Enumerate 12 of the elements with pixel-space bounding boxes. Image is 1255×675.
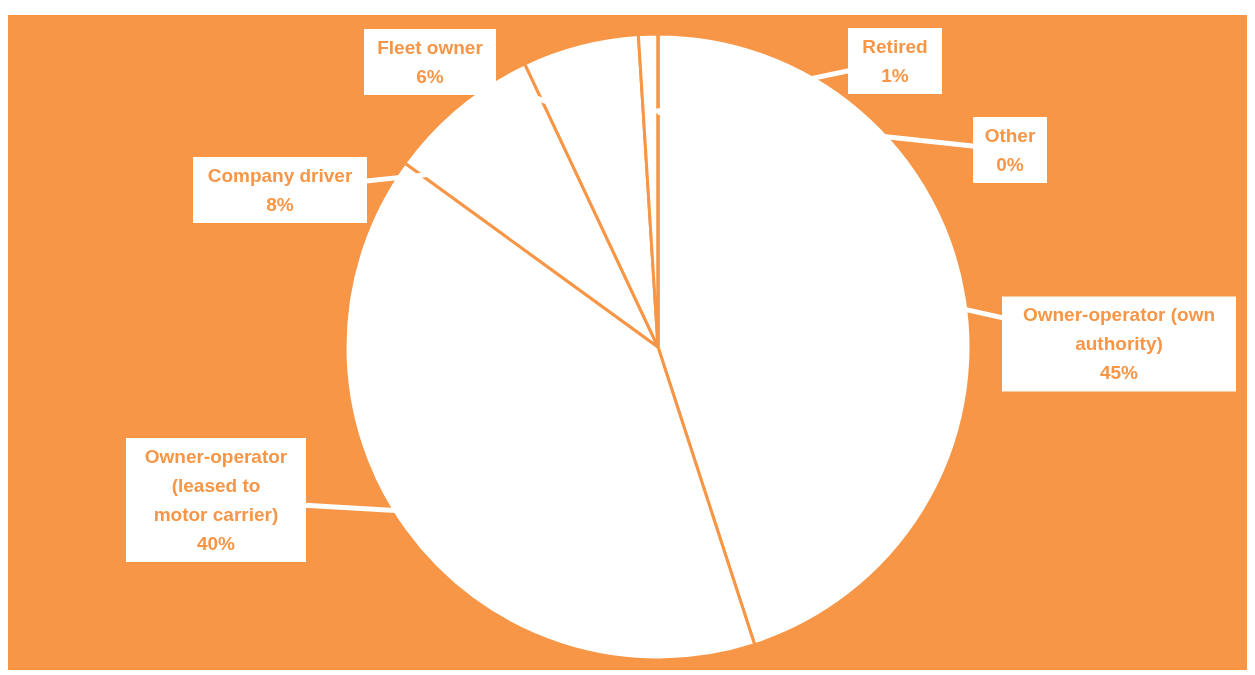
category-label: Other [984,124,1036,146]
data-label: 1% [881,64,909,86]
slice-label: Retired [862,35,928,57]
slice-label: Company driver [207,164,353,186]
slice-label: Owner-operator (own authority) [1022,304,1216,355]
data-label: 45% [1099,362,1139,384]
slice-label: Fleet owner [377,36,484,58]
slice-label: Owner-operator (leased to motor carrier) [144,445,288,525]
text: 0% [996,153,1024,175]
data-label: 8% [266,193,294,215]
data-label: 40% [196,532,236,554]
data-label: 6% [416,65,444,87]
